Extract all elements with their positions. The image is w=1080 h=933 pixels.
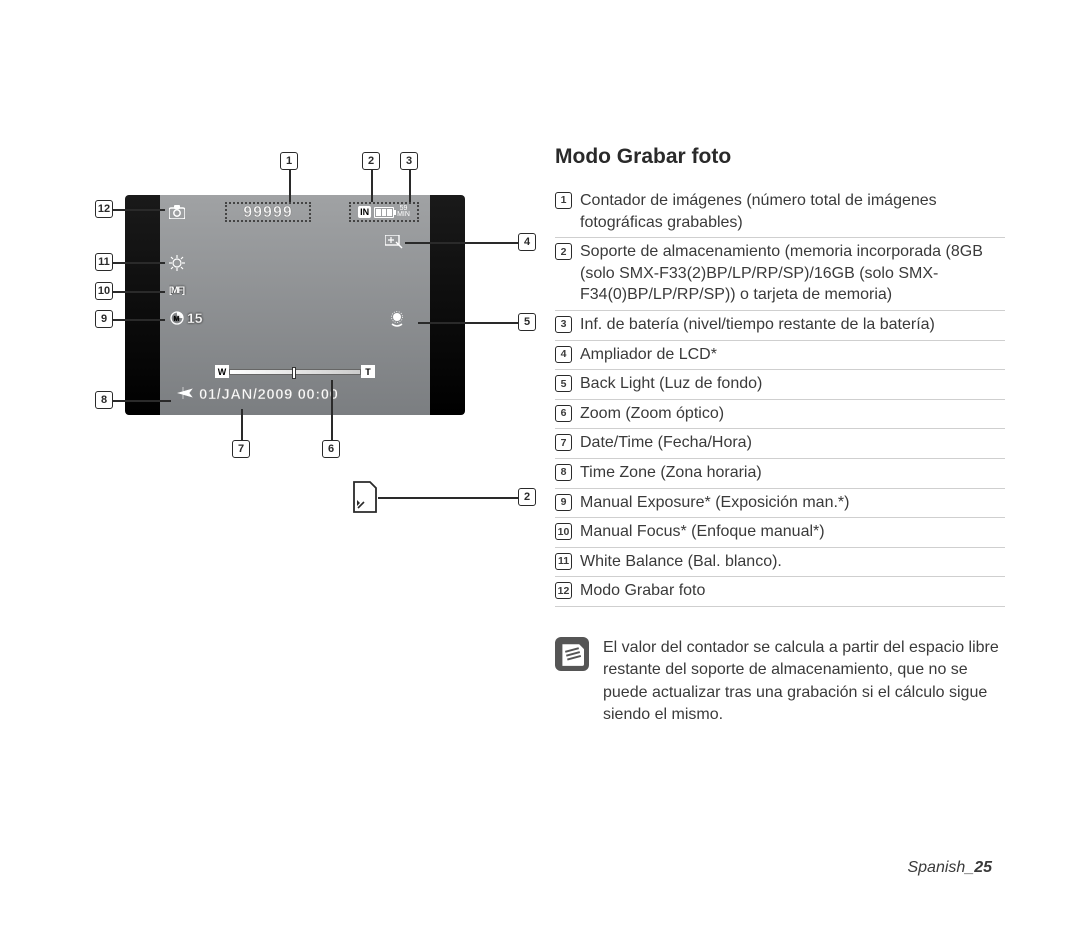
legend-text: Contador de imágenes (número total de im… bbox=[580, 190, 1005, 233]
legend-text: Modo Grabar foto bbox=[580, 580, 705, 602]
legend-item: 7 Date/Time (Fecha/Hora) bbox=[555, 429, 1005, 459]
storage-battery-box: IN 59MIN bbox=[349, 202, 419, 222]
legend-num: 4 bbox=[555, 346, 572, 363]
battery-icon bbox=[374, 207, 394, 218]
lead-4 bbox=[405, 242, 518, 244]
note-text: El valor del contador se calcula a parti… bbox=[603, 637, 1005, 727]
lead-2b bbox=[378, 497, 518, 499]
legend-num: 2 bbox=[555, 243, 572, 260]
page-footer: Spanish_25 bbox=[907, 859, 992, 877]
white-balance-icon bbox=[169, 255, 185, 273]
legend-num: 3 bbox=[555, 316, 572, 333]
legend-text: Manual Focus* (Enfoque manual*) bbox=[580, 521, 825, 543]
lead-5 bbox=[418, 322, 518, 324]
callout-7: 7 bbox=[232, 440, 250, 458]
legend-item: 8 Time Zone (Zona horaria) bbox=[555, 459, 1005, 489]
lead-6 bbox=[331, 380, 333, 440]
callout-5: 5 bbox=[518, 313, 536, 331]
lcd-viewport bbox=[160, 195, 430, 415]
legend-item: 4 Ampliador de LCD* bbox=[555, 341, 1005, 371]
zoom-track bbox=[229, 369, 361, 375]
lead-12 bbox=[113, 209, 165, 211]
exposure-value: 15 bbox=[187, 311, 203, 325]
backlight-icon bbox=[387, 310, 407, 330]
note-icon bbox=[555, 637, 589, 671]
legend-list: 1 Contador de imágenes (número total de i… bbox=[555, 187, 1005, 607]
legend-text: Zoom (Zoom óptico) bbox=[580, 403, 724, 425]
manual-focus-icon: [MF] bbox=[169, 283, 187, 297]
legend-column: Modo Grabar foto 1 Contador de imágenes (… bbox=[555, 145, 1005, 726]
lead-7 bbox=[241, 409, 243, 440]
manual-page: 99999 IN 59MIN [MF] M 15 bbox=[0, 0, 1080, 933]
callout-12: 12 bbox=[95, 200, 113, 218]
callout-10: 10 bbox=[95, 282, 113, 300]
lead-3 bbox=[409, 170, 411, 202]
legend-text: Time Zone (Zona horaria) bbox=[580, 462, 762, 484]
legend-num: 8 bbox=[555, 464, 572, 481]
storage-in-badge: IN bbox=[358, 206, 371, 218]
footer-lang: Spanish_ bbox=[907, 859, 974, 876]
lcd-screen-diagram: 99999 IN 59MIN [MF] M 15 bbox=[125, 195, 465, 415]
svg-text:[MF]: [MF] bbox=[169, 285, 185, 295]
callout-9: 9 bbox=[95, 310, 113, 328]
legend-item: 3 Inf. de batería (nivel/tiempo restante … bbox=[555, 311, 1005, 341]
callout-6: 6 bbox=[322, 440, 340, 458]
legend-num: 10 bbox=[555, 523, 572, 540]
legend-item: 12 Modo Grabar foto bbox=[555, 577, 1005, 607]
datetime-text: 01/JAN/2009 00:00 bbox=[199, 386, 338, 403]
legend-num: 9 bbox=[555, 494, 572, 511]
callout-1: 1 bbox=[280, 152, 298, 170]
callout-3: 3 bbox=[400, 152, 418, 170]
legend-text: Manual Exposure* (Exposición man.*) bbox=[580, 492, 849, 514]
lead-1 bbox=[289, 170, 291, 202]
footer-page: 25 bbox=[974, 859, 992, 876]
zoom-indicator bbox=[292, 367, 296, 379]
callout-2b: 2 bbox=[518, 488, 536, 506]
lead-9 bbox=[113, 319, 165, 321]
lcd-enlarger-icon bbox=[385, 235, 403, 251]
legend-num: 11 bbox=[555, 553, 572, 570]
battery-minutes: 59MIN bbox=[397, 206, 410, 217]
lead-11 bbox=[113, 262, 165, 264]
timezone-plane-icon bbox=[177, 386, 193, 403]
callout-11: 11 bbox=[95, 253, 113, 271]
section-title: Modo Grabar foto bbox=[555, 145, 1005, 169]
legend-text: Date/Time (Fecha/Hora) bbox=[580, 432, 752, 454]
legend-text: Back Light (Luz de fondo) bbox=[580, 373, 762, 395]
legend-num: 7 bbox=[555, 434, 572, 451]
legend-num: 12 bbox=[555, 582, 572, 599]
legend-text: Inf. de batería (nivel/tiempo restante d… bbox=[580, 314, 935, 336]
legend-item: 9 Manual Exposure* (Exposición man.*) bbox=[555, 489, 1005, 519]
legend-item: 5 Back Light (Luz de fondo) bbox=[555, 370, 1005, 400]
legend-num: 1 bbox=[555, 192, 572, 209]
zoom-tele-label: T bbox=[361, 365, 375, 378]
lead-10 bbox=[113, 291, 165, 293]
legend-item: 10 Manual Focus* (Enfoque manual*) bbox=[555, 518, 1005, 548]
lead-8 bbox=[113, 400, 171, 402]
note-block: El valor del contador se calcula a parti… bbox=[555, 637, 1005, 727]
legend-num: 5 bbox=[555, 375, 572, 392]
svg-text:M: M bbox=[174, 316, 180, 323]
image-counter-value: 99999 bbox=[243, 204, 293, 221]
legend-text: Ampliador de LCD* bbox=[580, 344, 717, 366]
legend-text: White Balance (Bal. blanco). bbox=[580, 551, 782, 573]
callout-8: 8 bbox=[95, 391, 113, 409]
zoom-bar: W T bbox=[215, 365, 375, 378]
datetime-row: 01/JAN/2009 00:00 bbox=[177, 386, 338, 403]
camera-mode-icon bbox=[169, 205, 185, 221]
callout-4: 4 bbox=[518, 233, 536, 251]
manual-exposure-icon: M 15 bbox=[169, 310, 203, 326]
image-counter-box: 99999 bbox=[225, 202, 311, 222]
legend-item: 2 Soporte de almacenamiento (memoria inco… bbox=[555, 238, 1005, 311]
sd-card-icon bbox=[350, 480, 378, 514]
legend-item: 11 White Balance (Bal. blanco). bbox=[555, 548, 1005, 578]
legend-text: Soporte de almacenamiento (memoria incor… bbox=[580, 241, 1005, 306]
zoom-wide-label: W bbox=[215, 365, 229, 378]
legend-item: 1 Contador de imágenes (número total de i… bbox=[555, 187, 1005, 238]
legend-num: 6 bbox=[555, 405, 572, 422]
lead-2 bbox=[371, 170, 373, 202]
callout-2: 2 bbox=[362, 152, 380, 170]
legend-item: 6 Zoom (Zoom óptico) bbox=[555, 400, 1005, 430]
